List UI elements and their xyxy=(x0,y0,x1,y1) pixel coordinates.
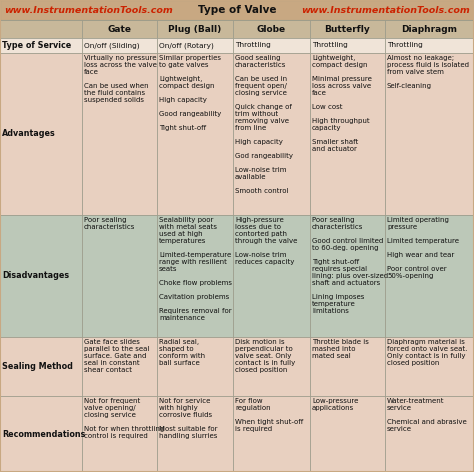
Text: Lightweight,
compact design

Minimal pressure
loss across valve
face

Low cost

: Lightweight, compact design Minimal pres… xyxy=(312,55,372,152)
Bar xyxy=(233,337,310,396)
Text: Almost no leakage;
process fluid is isolated
from valve stem

Self-cleaning: Almost no leakage; process fluid is isol… xyxy=(387,55,469,89)
Text: Poor sealing
characteristics: Poor sealing characteristics xyxy=(84,217,136,229)
Text: Throttling: Throttling xyxy=(235,42,271,49)
Text: Low-pressure
applications: Low-pressure applications xyxy=(312,398,358,412)
Bar xyxy=(233,20,310,38)
Bar xyxy=(157,337,233,396)
Bar xyxy=(0,396,82,472)
Bar xyxy=(310,20,385,38)
Text: Disadvantages: Disadvantages xyxy=(2,271,69,280)
Text: On/off (Rotary): On/off (Rotary) xyxy=(159,42,214,49)
Text: Limited operating
pressure

Limited temperature

High wear and tear

Poor contro: Limited operating pressure Limited tempe… xyxy=(387,217,459,278)
Bar xyxy=(310,396,385,472)
Text: Not for frequent
valve opening/
closing service

Not for when throttling
control: Not for frequent valve opening/ closing … xyxy=(84,398,164,439)
Bar xyxy=(310,215,385,337)
Text: Poor sealing
characteristics

Good control limited
to 60-deg. opening

Tight shu: Poor sealing characteristics Good contro… xyxy=(312,217,388,313)
Text: Diaphragm material is
forced onto valve seat.
Only contact is in fully
closed po: Diaphragm material is forced onto valve … xyxy=(387,339,467,366)
Bar xyxy=(0,38,82,53)
Bar xyxy=(0,20,82,38)
Text: Recommendations: Recommendations xyxy=(2,430,85,438)
Bar xyxy=(233,215,310,337)
Bar xyxy=(233,53,310,215)
Text: Plug (Ball): Plug (Ball) xyxy=(168,25,222,34)
Text: Diaphragm: Diaphragm xyxy=(401,25,457,34)
Bar xyxy=(0,215,82,337)
Bar xyxy=(310,38,385,53)
Text: High-pressure
losses due to
contorted path
through the valve

Low-noise trim
red: High-pressure losses due to contorted pa… xyxy=(235,217,297,264)
Bar xyxy=(82,337,157,396)
Text: www.InstrumentationTools.com: www.InstrumentationTools.com xyxy=(301,6,470,15)
Text: Type of Service: Type of Service xyxy=(2,41,71,50)
Bar xyxy=(82,396,157,472)
Text: Good sealing
characteristics

Can be used in
frequent open/
closing service

Qui: Good sealing characteristics Can be used… xyxy=(235,55,293,194)
Text: Throttling: Throttling xyxy=(312,42,348,49)
Text: Type of Valve: Type of Valve xyxy=(198,5,276,15)
Bar xyxy=(157,53,233,215)
Text: Water-treatment
service

Chemical and abrasive
service: Water-treatment service Chemical and abr… xyxy=(387,398,467,432)
Text: Throttling: Throttling xyxy=(387,42,423,49)
Text: Similar properties
to gate valves

Lightweight,
compact design

High capacity

G: Similar properties to gate valves Lightw… xyxy=(159,55,221,131)
Bar xyxy=(157,396,233,472)
Bar xyxy=(385,38,474,53)
Bar xyxy=(82,20,157,38)
Bar xyxy=(233,396,310,472)
Bar xyxy=(385,396,474,472)
Text: Disk motion is
perpendicular to
valve seat. Only
contact is in fully
closed posi: Disk motion is perpendicular to valve se… xyxy=(235,339,295,373)
Bar xyxy=(157,38,233,53)
Text: On/off (Sliding): On/off (Sliding) xyxy=(84,42,140,49)
Bar xyxy=(0,337,82,396)
Text: Gate face slides
parallel to the seal
surface. Gate and
seal in constant
shear c: Gate face slides parallel to the seal su… xyxy=(84,339,149,373)
Bar xyxy=(82,53,157,215)
Bar xyxy=(310,337,385,396)
Bar xyxy=(0,0,474,20)
Bar xyxy=(82,215,157,337)
Text: For flow
regulation

When tight shut-off
is required: For flow regulation When tight shut-off … xyxy=(235,398,303,432)
Text: www.InstrumentationTools.com: www.InstrumentationTools.com xyxy=(4,6,173,15)
Bar xyxy=(157,215,233,337)
Bar xyxy=(0,53,82,215)
Text: Sealing Method: Sealing Method xyxy=(2,362,73,371)
Bar xyxy=(385,337,474,396)
Text: Throttle blade is
mashed into
mated seal: Throttle blade is mashed into mated seal xyxy=(312,339,369,359)
Text: Advantages: Advantages xyxy=(2,129,56,138)
Text: Not for service
with highly
corrosive fluids

Most suitable for
handling slurrie: Not for service with highly corrosive fl… xyxy=(159,398,218,439)
Bar xyxy=(157,20,233,38)
Text: Sealability poor
with metal seats
used at high
temperatures

Limited-temperature: Sealability poor with metal seats used a… xyxy=(159,217,232,320)
Text: Globe: Globe xyxy=(257,25,286,34)
Bar xyxy=(310,53,385,215)
Text: Radial seal,
shaped to
conform with
ball surface: Radial seal, shaped to conform with ball… xyxy=(159,339,205,366)
Bar xyxy=(385,53,474,215)
Text: Gate: Gate xyxy=(108,25,131,34)
Text: Butterfly: Butterfly xyxy=(325,25,370,34)
Bar xyxy=(385,20,474,38)
Text: Virtually no pressure
loss across the valve
face

Can be used when
the fluid con: Virtually no pressure loss across the va… xyxy=(84,55,157,103)
Bar xyxy=(233,38,310,53)
Bar xyxy=(82,38,157,53)
Bar xyxy=(385,215,474,337)
